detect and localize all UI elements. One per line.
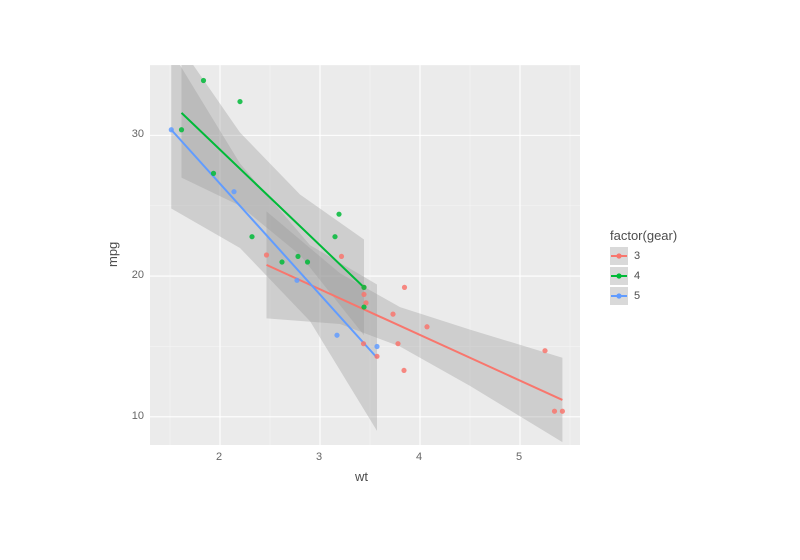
legend-label: 4 xyxy=(634,270,640,282)
x-tick: 5 xyxy=(516,451,522,463)
point-4 xyxy=(179,127,184,132)
point-4 xyxy=(361,285,366,290)
legend-label: 3 xyxy=(634,250,640,262)
point-3 xyxy=(361,292,366,297)
point-5 xyxy=(374,344,379,349)
point-4 xyxy=(361,304,366,309)
legend-swatch-icon xyxy=(610,287,628,305)
x-tick: 3 xyxy=(316,451,322,463)
legend-item-4: 4 xyxy=(610,267,677,285)
x-tick: 4 xyxy=(416,451,422,463)
point-3 xyxy=(542,348,547,353)
point-4 xyxy=(295,254,300,259)
point-3 xyxy=(361,341,366,346)
legend-swatch-icon xyxy=(610,267,628,285)
legend-swatch-icon xyxy=(610,247,628,265)
plot-svg xyxy=(150,65,580,445)
x-axis-label: wt xyxy=(355,469,368,484)
point-3 xyxy=(264,252,269,257)
point-4 xyxy=(211,171,216,176)
point-4 xyxy=(279,259,284,264)
chart-container: 2 3 4 5 10 20 30 wt mpg factor(gear) 3 4 5 xyxy=(0,0,800,560)
x-tick: 2 xyxy=(216,451,222,463)
plot-panel xyxy=(150,65,580,445)
point-5 xyxy=(294,278,299,283)
legend-title: factor(gear) xyxy=(610,228,677,243)
legend-label: 5 xyxy=(634,290,640,302)
point-4 xyxy=(249,234,254,239)
point-3 xyxy=(552,409,557,414)
legend: factor(gear) 3 4 5 xyxy=(610,228,677,307)
point-3 xyxy=(339,254,344,259)
point-3 xyxy=(395,341,400,346)
point-4 xyxy=(336,212,341,217)
point-4 xyxy=(201,78,206,83)
legend-item-3: 3 xyxy=(610,247,677,265)
point-3 xyxy=(560,409,565,414)
y-tick: 30 xyxy=(132,128,144,140)
point-5 xyxy=(169,127,174,132)
point-4 xyxy=(305,259,310,264)
legend-item-5: 5 xyxy=(610,287,677,305)
point-3 xyxy=(402,285,407,290)
y-axis-label: mpg xyxy=(105,242,120,267)
point-3 xyxy=(374,354,379,359)
y-tick: 20 xyxy=(132,269,144,281)
point-4 xyxy=(332,234,337,239)
point-3 xyxy=(424,324,429,329)
point-3 xyxy=(390,312,395,317)
point-5 xyxy=(231,189,236,194)
point-4 xyxy=(237,99,242,104)
point-5 xyxy=(334,333,339,338)
point-3 xyxy=(401,368,406,373)
y-tick: 10 xyxy=(132,410,144,422)
